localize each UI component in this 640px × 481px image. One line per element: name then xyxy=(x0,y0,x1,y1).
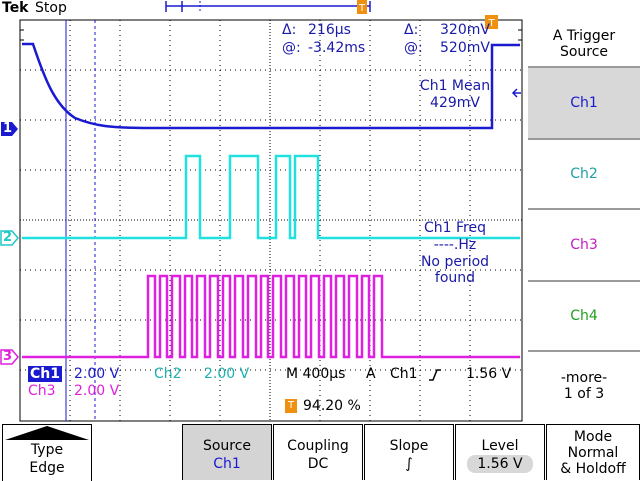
menu-tab-icon xyxy=(5,426,89,440)
coupling-label: Coupling xyxy=(287,438,349,454)
rising-edge-icon xyxy=(429,369,441,381)
bottom-menu-type[interactable]: Type Edge xyxy=(2,424,92,481)
slope-label: Slope xyxy=(389,438,429,454)
side-menu-title-line1: A Trigger xyxy=(552,28,616,44)
level-label: Level xyxy=(481,438,519,454)
side-menu-ch1[interactable]: Ch1 xyxy=(528,66,640,138)
bottom-menu-coupling[interactable]: Coupling DC xyxy=(273,424,363,480)
side-menu-more-line2: 1 of 3 xyxy=(563,386,605,402)
ch1-ground-marker[interactable] xyxy=(0,121,20,137)
coupling-value: DC xyxy=(307,456,329,472)
slope-value: ∫ xyxy=(405,456,413,472)
ch3-scale: 2.00 V xyxy=(74,383,120,399)
side-menu-title-line2: Source xyxy=(559,44,609,60)
level-value: 1.56 V xyxy=(467,455,533,473)
side-menu-ch4[interactable]: Ch4 xyxy=(528,280,640,350)
delta-volt-value: 320mV xyxy=(440,22,490,38)
side-menu-more-line1: -more- xyxy=(560,370,608,386)
ch3-ground-marker[interactable] xyxy=(0,349,20,365)
ch2-status-label: Ch2 xyxy=(154,366,182,382)
ch1-freq-value: ----.Hz xyxy=(433,237,477,253)
bottom-menu-mode[interactable]: Mode Normal & Holdoff xyxy=(546,424,640,480)
trigger-mode: A xyxy=(366,366,376,382)
source-label: Source xyxy=(202,438,252,454)
waveform-display[interactable] xyxy=(0,0,528,424)
ch2-scale: 2.00 V xyxy=(204,366,250,382)
trigger-level-arrow xyxy=(511,88,521,98)
ch2-marker-label: 2 xyxy=(3,230,13,245)
at-time-value: -3.42ms xyxy=(308,40,366,56)
ch1-freq-label: Ch1 Freq xyxy=(424,220,486,236)
at-time-symbol: @: xyxy=(282,40,301,56)
delta-volt-symbol: Δ: xyxy=(404,22,419,38)
source-value: Ch1 xyxy=(213,456,241,472)
type-value: Edge xyxy=(29,460,65,476)
trigger-level-readout: 1.56 V xyxy=(466,366,512,382)
ch2-ground-marker[interactable] xyxy=(0,230,20,246)
side-menu-more[interactable]: -more- 1 of 3 xyxy=(528,350,640,422)
record-position-bar[interactable]: T xyxy=(160,0,380,18)
timebase-readout: M 400µs xyxy=(286,366,346,382)
mode-value-2: & Holdoff xyxy=(560,461,626,477)
side-menu-ch2[interactable]: Ch2 xyxy=(528,138,640,208)
ch1-mean-value: 429mV xyxy=(430,95,480,111)
side-menu-title: A Trigger Source xyxy=(528,28,640,66)
delta-time-value: 216µs xyxy=(308,22,351,38)
trigger-point-icon: T xyxy=(485,15,498,29)
trigger-position-icon xyxy=(357,0,367,14)
no-period-line1: No period xyxy=(420,254,490,270)
no-period-line2: found xyxy=(434,270,476,286)
type-label: Type xyxy=(30,442,64,458)
ch1-status-label: Ch1 xyxy=(28,366,62,382)
trigger-position-marker: T xyxy=(285,399,297,413)
brand-label: Tek xyxy=(2,0,29,16)
acquisition-state: Stop xyxy=(35,0,67,16)
bottom-menu-level[interactable]: Level 1.56 V xyxy=(455,424,545,480)
bottom-menu-source[interactable]: Source Ch1 xyxy=(182,424,272,480)
trigger-position-value: 94.20 % xyxy=(303,398,361,414)
ch3-status-label: Ch3 xyxy=(28,383,56,399)
ch1-scale: 2.00 V xyxy=(74,366,120,382)
svg-text:T: T xyxy=(487,18,495,29)
ch2-trace xyxy=(22,154,520,240)
at-volt-symbol: @: xyxy=(404,40,423,56)
ch1-mean-label: Ch1 Mean xyxy=(419,78,491,94)
bottom-menu-slope[interactable]: Slope ∫ xyxy=(364,424,454,480)
delta-time-symbol: Δ: xyxy=(282,22,297,38)
at-volt-value: 520mV xyxy=(440,40,490,56)
svg-text:T: T xyxy=(358,3,366,14)
mode-label: Mode xyxy=(573,429,613,445)
ch3-marker-label: 3 xyxy=(3,349,13,364)
trigger-source-readout: Ch1 xyxy=(390,366,418,382)
mode-value-1: Normal xyxy=(567,445,619,461)
side-menu-ch3[interactable]: Ch3 xyxy=(528,208,640,280)
ch3-trace xyxy=(22,274,520,359)
ch1-marker-label: 1 xyxy=(3,121,13,136)
ch1-trace xyxy=(22,42,520,130)
